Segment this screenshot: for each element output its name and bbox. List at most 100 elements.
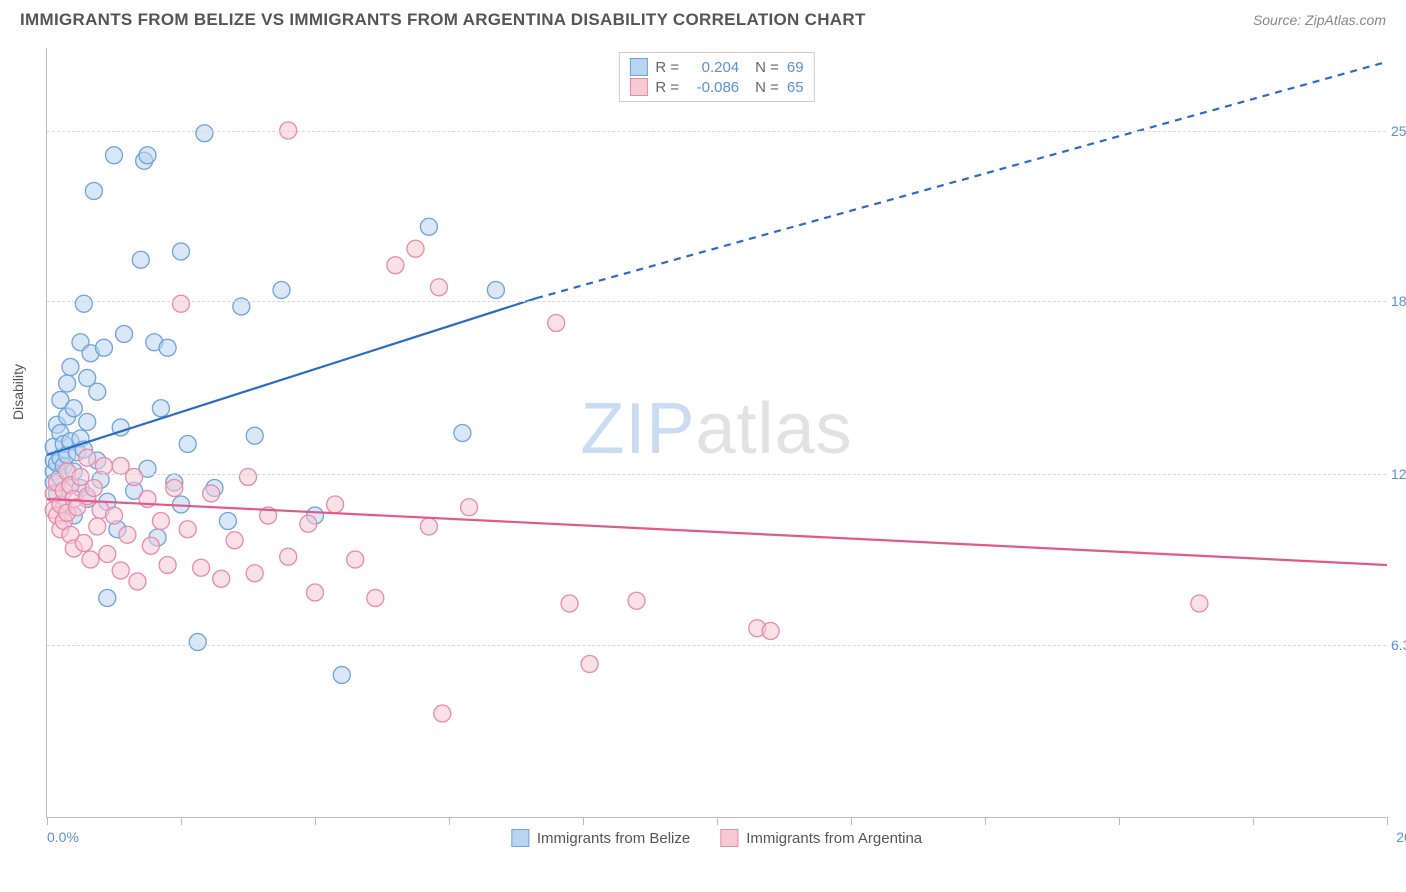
legend-n-label: N =	[755, 59, 779, 76]
series-legend: Immigrants from Belize Immigrants from Ar…	[511, 829, 922, 847]
data-point	[82, 551, 99, 568]
data-point	[166, 480, 183, 497]
data-point	[159, 557, 176, 574]
data-point	[62, 359, 79, 376]
y-tick-label: 18.8%	[1391, 293, 1406, 309]
scatter-svg	[47, 48, 1386, 817]
data-point	[79, 449, 96, 466]
data-point	[116, 326, 133, 343]
data-point	[246, 427, 263, 444]
y-tick-label: 12.5%	[1391, 466, 1406, 482]
data-point	[273, 282, 290, 299]
data-point	[173, 295, 190, 312]
correlation-legend: R = 0.204 N = 69 R = -0.086 N = 65	[618, 52, 814, 102]
x-tick	[47, 817, 48, 825]
data-point	[430, 279, 447, 296]
x-tick	[1253, 817, 1254, 825]
data-point	[75, 295, 92, 312]
data-point	[280, 548, 297, 565]
chart-plot-area: ZIPatlas R =0.204N =69R =-0.086N =65 0.0…	[46, 48, 1386, 818]
data-point	[434, 705, 451, 722]
x-axis-max-label: 20.0%	[1396, 829, 1406, 845]
data-point	[75, 535, 92, 552]
data-point	[240, 469, 257, 486]
x-tick	[851, 817, 852, 825]
source-attribution: Source: ZipAtlas.com	[1253, 12, 1386, 28]
chart-title: IMMIGRANTS FROM BELIZE VS IMMIGRANTS FRO…	[20, 10, 866, 30]
data-point	[173, 243, 190, 260]
data-point	[387, 257, 404, 274]
data-point	[95, 458, 112, 475]
data-point	[85, 480, 102, 497]
x-tick	[1119, 817, 1120, 825]
legend-swatch	[720, 829, 738, 847]
data-point	[99, 546, 116, 563]
legend-series-item: Immigrants from Argentina	[720, 829, 922, 847]
data-point	[59, 375, 76, 392]
legend-correlation-row: R = 0.204 N = 69	[629, 57, 803, 77]
y-tick-label: 6.3%	[1391, 637, 1406, 653]
x-tick	[181, 817, 182, 825]
data-point	[407, 240, 424, 257]
trend-line	[47, 499, 1387, 565]
data-point	[300, 515, 317, 532]
data-point	[347, 551, 364, 568]
data-point	[89, 518, 106, 535]
x-tick	[449, 817, 450, 825]
data-point	[95, 339, 112, 356]
data-point	[1191, 595, 1208, 612]
legend-swatch	[629, 58, 647, 76]
gridline	[47, 645, 1386, 646]
data-point	[454, 425, 471, 442]
gridline	[47, 301, 1386, 302]
data-point	[581, 656, 598, 673]
data-point	[132, 251, 149, 268]
data-point	[65, 400, 82, 417]
legend-r-label: R =	[655, 59, 679, 76]
legend-series-label: Immigrants from Argentina	[746, 830, 922, 847]
data-point	[333, 667, 350, 684]
data-point	[112, 562, 129, 579]
x-tick	[1387, 817, 1388, 825]
x-tick	[717, 817, 718, 825]
legend-r-value: 0.204	[687, 59, 739, 76]
legend-r-label: R =	[655, 79, 679, 96]
data-point	[628, 592, 645, 609]
legend-n-value: 65	[787, 79, 804, 96]
data-point	[219, 513, 236, 530]
data-point	[367, 590, 384, 607]
data-point	[226, 532, 243, 549]
data-point	[213, 570, 230, 587]
data-point	[189, 634, 206, 651]
legend-n-value: 69	[787, 59, 804, 76]
data-point	[179, 521, 196, 538]
data-point	[99, 590, 116, 607]
data-point	[179, 436, 196, 453]
data-point	[106, 507, 123, 524]
legend-n-label: N =	[755, 79, 779, 96]
legend-swatch	[629, 78, 647, 96]
gridline	[47, 474, 1386, 475]
data-point	[142, 537, 159, 554]
data-point	[139, 147, 156, 164]
legend-series-label: Immigrants from Belize	[537, 830, 690, 847]
data-point	[487, 282, 504, 299]
legend-swatch	[511, 829, 529, 847]
y-axis-label: Disability	[10, 364, 26, 420]
data-point	[246, 565, 263, 582]
x-tick	[583, 817, 584, 825]
data-point	[561, 595, 578, 612]
legend-correlation-row: R = -0.086 N = 65	[629, 77, 803, 97]
data-point	[193, 559, 210, 576]
data-point	[420, 218, 437, 235]
data-point	[119, 526, 136, 543]
data-point	[203, 485, 220, 502]
gridline	[47, 131, 1386, 132]
data-point	[159, 339, 176, 356]
data-point	[461, 499, 478, 516]
legend-r-value: -0.086	[687, 79, 739, 96]
data-point	[152, 513, 169, 530]
x-axis-min-label: 0.0%	[47, 829, 79, 845]
data-point	[327, 496, 344, 513]
data-point	[196, 125, 213, 142]
